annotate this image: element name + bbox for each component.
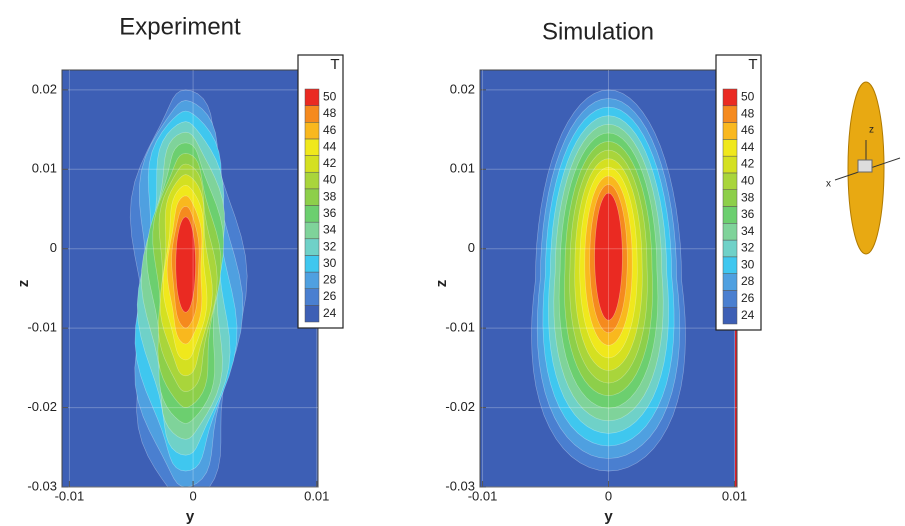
legend-label: 46 bbox=[741, 123, 755, 137]
legend-title: T bbox=[330, 56, 339, 73]
plot-area bbox=[62, 70, 318, 487]
legend-swatch bbox=[722, 206, 738, 224]
legend-swatch bbox=[722, 88, 738, 107]
x-tick-label: 0 bbox=[189, 488, 196, 503]
legend-swatch bbox=[722, 122, 738, 140]
legend-label: 28 bbox=[741, 274, 755, 288]
y-tick-label: -0.02 bbox=[27, 399, 57, 414]
chart-title: Simulation bbox=[542, 18, 654, 45]
legend-label: 26 bbox=[741, 291, 755, 305]
y-tick-label: 0.01 bbox=[450, 161, 475, 176]
legend-label: 40 bbox=[323, 173, 337, 187]
legend-swatch bbox=[304, 255, 320, 273]
legend-swatch bbox=[304, 122, 320, 140]
legend-label: 42 bbox=[323, 156, 337, 170]
legend-swatch bbox=[304, 88, 320, 106]
legend-label: 28 bbox=[323, 273, 337, 287]
legend-label: 46 bbox=[323, 123, 337, 137]
legend-label: 32 bbox=[741, 241, 755, 255]
legend-swatch bbox=[304, 155, 320, 173]
y-tick-label: -0.01 bbox=[27, 320, 57, 335]
legend-label: 48 bbox=[741, 106, 755, 120]
legend-swatch bbox=[722, 306, 738, 325]
chart-title: Experiment bbox=[119, 13, 241, 40]
legend-label: 24 bbox=[741, 308, 755, 322]
x-tick-label: 0.01 bbox=[304, 488, 329, 503]
y-tick-label: -0.01 bbox=[445, 320, 475, 335]
x-tick-label: -0.01 bbox=[55, 488, 85, 503]
x-tick-label: -0.01 bbox=[468, 488, 498, 503]
y-tick-label: -0.03 bbox=[445, 478, 475, 493]
legend-swatch bbox=[304, 271, 320, 289]
ellipsoid-icon: z x bbox=[826, 81, 901, 255]
x-axis-label: y bbox=[186, 508, 195, 525]
legend-label: 24 bbox=[323, 306, 337, 320]
legend-label: 40 bbox=[741, 173, 755, 187]
legend-label: 36 bbox=[323, 206, 337, 220]
y-axis-label: z bbox=[433, 280, 450, 288]
legend-label: 30 bbox=[741, 257, 755, 271]
legend-swatch bbox=[722, 223, 738, 241]
legend-swatch bbox=[304, 288, 320, 306]
legend-swatch bbox=[722, 105, 738, 123]
y-tick-label: 0 bbox=[468, 240, 475, 255]
legend-label: 44 bbox=[323, 139, 337, 153]
legend-label: 36 bbox=[741, 207, 755, 221]
legend-swatch bbox=[722, 273, 738, 291]
legend-label: 38 bbox=[323, 189, 337, 203]
legend-swatch bbox=[304, 238, 320, 256]
legend-swatch bbox=[304, 221, 320, 240]
y-tick-label: -0.02 bbox=[445, 399, 475, 414]
icon-label: x bbox=[826, 179, 831, 190]
x-tick-label: 0 bbox=[605, 488, 612, 503]
legend-label: 34 bbox=[323, 223, 337, 237]
legend-swatch bbox=[722, 139, 738, 157]
legend-label: 34 bbox=[741, 224, 755, 238]
legend-label: 38 bbox=[741, 190, 755, 204]
legend-label: 44 bbox=[741, 140, 755, 154]
legend-swatch bbox=[722, 155, 738, 174]
legend-swatch bbox=[722, 172, 738, 190]
x-tick-label: 0.01 bbox=[722, 488, 747, 503]
legend-label: 50 bbox=[741, 90, 755, 104]
legend-title: T bbox=[748, 56, 757, 73]
legend-swatch bbox=[304, 205, 320, 223]
plot-area bbox=[480, 70, 737, 487]
legend-swatch bbox=[722, 290, 738, 308]
cube bbox=[857, 159, 873, 173]
legend-swatch bbox=[722, 189, 738, 207]
contour-band bbox=[594, 192, 623, 321]
y-tick-label: 0.02 bbox=[32, 81, 57, 96]
legend-label: 42 bbox=[741, 157, 755, 171]
legend-swatch bbox=[304, 105, 320, 123]
legend-swatch bbox=[722, 239, 738, 258]
y-tick-label: 0.01 bbox=[32, 161, 57, 176]
y-tick-label: -0.03 bbox=[27, 478, 57, 493]
legend-label: 48 bbox=[323, 106, 337, 120]
legend-label: 30 bbox=[323, 256, 337, 270]
legend-swatch bbox=[304, 188, 320, 206]
y-tick-label: 0 bbox=[50, 240, 57, 255]
legend-swatch bbox=[304, 171, 320, 190]
contour-band bbox=[175, 216, 196, 313]
legend-swatch bbox=[304, 305, 320, 323]
legend-label: 32 bbox=[323, 239, 337, 253]
legend-label: 50 bbox=[323, 89, 337, 103]
x-axis-label: y bbox=[604, 508, 613, 525]
y-tick-label: 0.02 bbox=[450, 81, 475, 96]
legend-swatch bbox=[304, 138, 320, 156]
y-axis-label: z bbox=[15, 280, 32, 288]
legend-swatch bbox=[722, 256, 738, 274]
legend-label: 26 bbox=[323, 289, 337, 303]
icon-label: z bbox=[869, 125, 874, 136]
